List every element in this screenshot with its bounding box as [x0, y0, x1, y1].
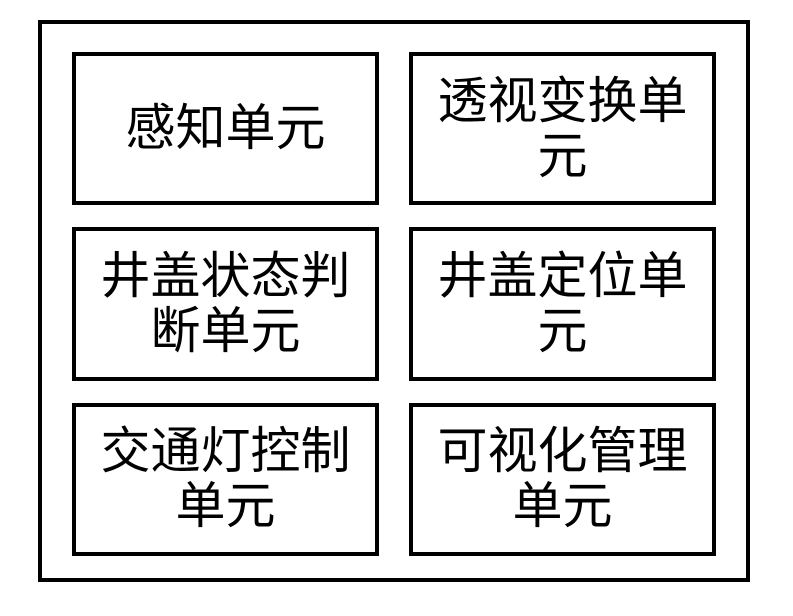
- box-perspective-transform-unit: 透视变换单元: [409, 52, 716, 205]
- box-visualization-management-unit: 可视化管理单元: [409, 403, 716, 556]
- box-label: 井盖定位单元: [417, 249, 708, 359]
- box-manhole-positioning-unit: 井盖定位单元: [409, 227, 716, 380]
- box-label: 井盖状态判断单元: [80, 249, 371, 359]
- box-label: 可视化管理单元: [417, 424, 708, 534]
- box-perception-unit: 感知单元: [72, 52, 379, 205]
- box-manhole-status-judgment-unit: 井盖状态判断单元: [72, 227, 379, 380]
- box-traffic-light-control-unit: 交通灯控制单元: [72, 403, 379, 556]
- diagram-grid: 感知单元 透视变换单元 井盖状态判断单元 井盖定位单元 交通灯控制单元 可视化管…: [42, 24, 746, 578]
- box-label: 透视变换单元: [417, 74, 708, 184]
- box-label: 感知单元: [126, 101, 326, 156]
- box-label: 交通灯控制单元: [80, 424, 371, 534]
- diagram-container: 感知单元 透视变换单元 井盖状态判断单元 井盖定位单元 交通灯控制单元 可视化管…: [38, 20, 750, 582]
